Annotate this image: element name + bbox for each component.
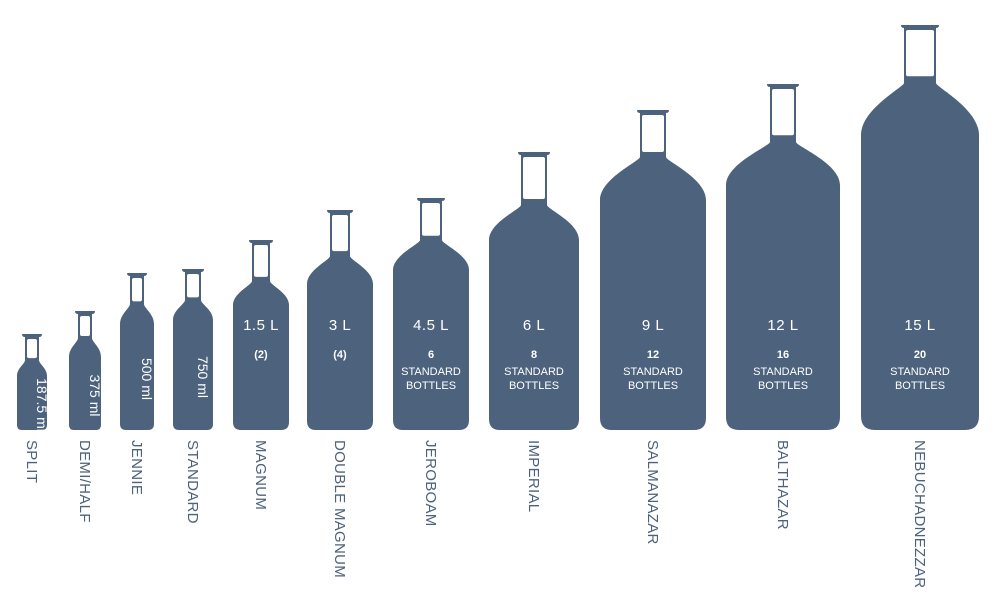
- bottle-silhouette: [69, 311, 101, 430]
- bottle-standard: 750 ml STANDARD: [173, 269, 213, 524]
- bottle-salmanazar: 9 L 12 STANDARD BOTTLES SALMANAZAR: [600, 110, 706, 545]
- bottle-name-label: DEMI/HALF: [76, 440, 93, 523]
- bottle-bottles-label: BOTTLES: [758, 380, 808, 392]
- bottle-bottles-label: BOTTLES: [509, 380, 559, 392]
- bottle-silhouette: [17, 334, 47, 430]
- bottle-standard-label: STANDARD: [504, 366, 564, 378]
- bottle-volume-label: 12 L: [767, 317, 798, 334]
- bottle-count-label: 20: [914, 349, 926, 361]
- bottle-bottles-label: BOTTLES: [628, 380, 678, 392]
- bottle-imperial: 6 L 8 STANDARD BOTTLES IMPERIAL: [489, 152, 579, 512]
- bottle-count-label: 16: [777, 349, 789, 361]
- bottle-name-label: STANDARD: [184, 440, 201, 524]
- bottle-balthazar: 12 L 16 STANDARD BOTTLES BALTHAZAR: [726, 84, 840, 530]
- bottle-neck-window: [332, 215, 348, 252]
- bottle-neck-window: [254, 245, 268, 277]
- bottle-volume-label: 15 L: [904, 317, 935, 334]
- bottle-volume-label: 187.5 ml: [34, 378, 50, 432]
- bottle-count-label: 12: [647, 349, 659, 361]
- bottle-name-label: SPLIT: [23, 440, 40, 483]
- bottle-jeroboam: 4.5 L 6 STANDARD BOTTLES JEROBOAM: [393, 198, 469, 527]
- bottle-name-label: SALMANAZAR: [644, 440, 661, 545]
- bottle-name-label: MAGNUM: [252, 440, 269, 510]
- bottle-volume-label: 9 L: [642, 317, 664, 334]
- bottle-neck-window: [523, 157, 545, 200]
- bottle-bottles-label: BOTTLES: [895, 380, 945, 392]
- bottle-standard-label: STANDARD: [623, 366, 683, 378]
- bottle-silhouette: [307, 210, 373, 430]
- bottle-silhouette: [726, 84, 840, 430]
- bottle-neck-window: [187, 274, 199, 298]
- bottle-name-label: IMPERIAL: [525, 440, 542, 512]
- bottle-standard-label: STANDARD: [753, 366, 813, 378]
- bottle-count-label: (4): [333, 349, 347, 361]
- bottle-volume-label: 500 ml: [139, 358, 155, 400]
- bottle-name-label: DOUBLE MAGNUM: [331, 440, 348, 578]
- bottle-volume-label: 3 L: [329, 317, 351, 334]
- bottle-silhouette: [173, 269, 213, 430]
- bottle-name-label: BALTHAZAR: [774, 440, 791, 530]
- bottle-volume-label: 1.5 L: [243, 317, 279, 334]
- bottle-silhouette: [861, 25, 979, 430]
- bottle-neck-window: [642, 115, 664, 152]
- bottle-bottles-label: BOTTLES: [406, 380, 456, 392]
- bottle-neck-window: [27, 339, 37, 359]
- bottle-count-label: 8: [531, 349, 537, 361]
- bottle-standard-label: STANDARD: [890, 366, 950, 378]
- bottle-split: 187.5 ml SPLIT: [17, 334, 50, 483]
- bottle-name-label: JEROBOAM: [422, 440, 439, 527]
- bottle-volume-label: 6 L: [523, 317, 545, 334]
- bottle-double-magnum: 3 L (4) DOUBLE MAGNUM: [307, 210, 373, 578]
- bottle-silhouette: [489, 152, 579, 430]
- bottle-name-label: JENNIE: [128, 440, 145, 495]
- bottle-neck-window: [906, 30, 934, 77]
- bottle-name-label: NEBUCHADNEZZAR: [911, 440, 928, 588]
- bottle-standard-label: STANDARD: [401, 366, 461, 378]
- bottle-neck-window: [422, 203, 440, 236]
- bottle-silhouette: [600, 110, 706, 430]
- bottle-jennie: 500 ml JENNIE: [120, 273, 155, 495]
- bottle-neck-window: [132, 278, 142, 302]
- bottle-count-label: 6: [428, 349, 434, 361]
- bottle-neck-window: [772, 89, 794, 136]
- bottle-demi-half: 375 ml DEMI/HALF: [69, 311, 103, 523]
- bottle-silhouette: [393, 198, 469, 430]
- bottle-magnum: 1.5 L (2) MAGNUM: [233, 240, 289, 510]
- bottle-nebuchadnezzar: 15 L 20 STANDARD BOTTLES NEBUCHADNEZZAR: [861, 25, 979, 588]
- bottle-volume-label: 750 ml: [195, 356, 211, 398]
- bottle-silhouette: [233, 240, 289, 430]
- bottle-neck-window: [80, 316, 90, 336]
- bottle-count-label: (2): [254, 349, 268, 361]
- bottle-silhouette: [120, 273, 154, 430]
- bottle-volume-label: 375 ml: [87, 374, 103, 416]
- bottle-volume-label: 4.5 L: [413, 317, 449, 334]
